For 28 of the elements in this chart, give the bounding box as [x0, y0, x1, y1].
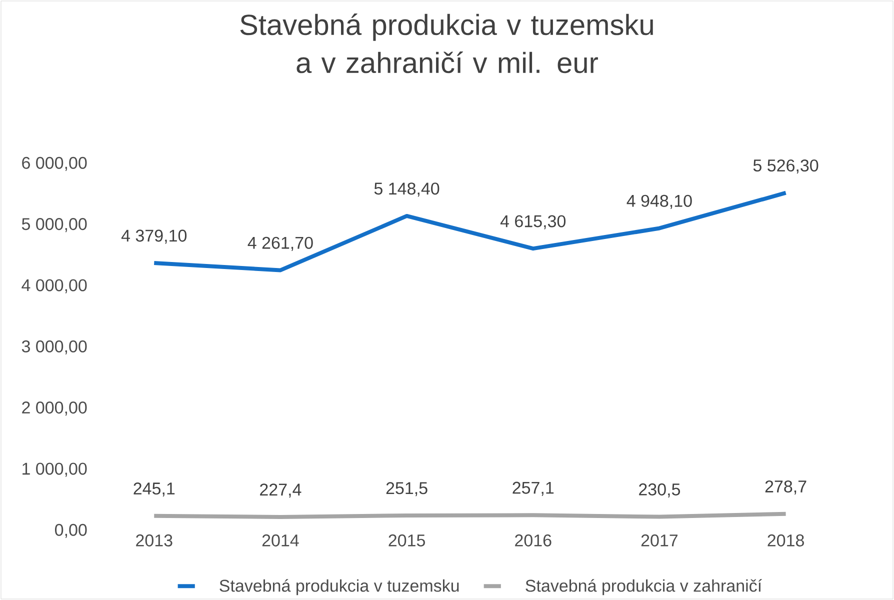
x-tick-label: 2016	[515, 534, 552, 546]
x-tick-label: 2017	[641, 534, 678, 546]
data-label: 230,5	[639, 483, 680, 498]
x-tick-label: 2018	[768, 534, 804, 546]
data-label: 227,4	[260, 484, 302, 498]
x-tick-label: 2015	[388, 534, 425, 546]
data-label: 257,1	[512, 482, 554, 496]
y-tick-label: 2 000,00	[22, 402, 87, 416]
y-tick-label: 5 000,00	[22, 218, 87, 232]
y-tick-label: 0,00	[55, 524, 87, 538]
data-label: 5 526,30	[753, 159, 818, 174]
data-label: 4 261,70	[248, 236, 313, 251]
data-label: 4 615,30	[500, 215, 566, 230]
legend-label: Stavebná produkcia v tuzemsku	[220, 579, 459, 596]
chart-title: Stavebná produkcia v tuzemsku a v zahraničí v mil. eur	[240, 14, 653, 74]
x-tick-label: 2013	[136, 534, 172, 546]
y-tick-label: 3 000,00	[22, 340, 87, 354]
data-label: 278,7	[765, 480, 806, 495]
data-label: 251,5	[386, 482, 428, 496]
x-tick-label: 2014	[262, 534, 299, 546]
data-label: 245,1	[134, 482, 175, 497]
data-label: 5 148,40	[374, 182, 440, 197]
data-label: 4 948,10	[626, 194, 692, 209]
y-tick-label: 4 000,00	[22, 279, 87, 294]
legend-label: Stavebná produkcia v zahraničí	[526, 579, 762, 596]
y-tick-label: 6 000,00	[22, 156, 87, 171]
y-tick-label: 1 000,00	[22, 462, 87, 477]
data-label: 4 379,10	[121, 230, 187, 244]
